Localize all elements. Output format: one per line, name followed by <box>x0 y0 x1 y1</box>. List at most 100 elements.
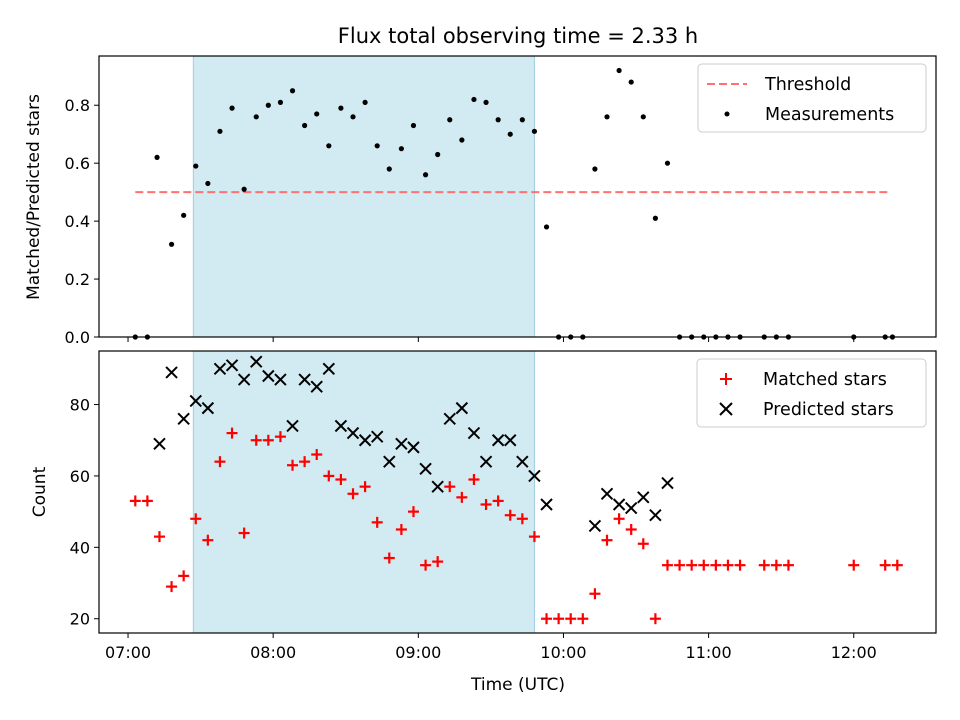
measurement-point <box>483 99 489 105</box>
measurement-point <box>154 154 160 160</box>
predicted-star-point <box>225 359 239 372</box>
x-tick-label: 12:00 <box>831 643 877 662</box>
matched-star-point <box>758 559 770 571</box>
y-tick-label: 40 <box>70 538 90 557</box>
measurement-point <box>543 224 550 230</box>
x-tick-label: 10:00 <box>540 643 586 662</box>
matched-star-point <box>299 456 311 468</box>
predicted-star-point <box>588 519 602 533</box>
matched-star-point <box>770 559 782 571</box>
y-tick-label: 0.8 <box>65 96 90 115</box>
measurements-legend-swatch <box>724 111 730 117</box>
bottom-legend-box <box>696 358 927 428</box>
predicted-star-point <box>165 366 178 379</box>
matched-star-point <box>649 613 661 625</box>
predicted-star-point <box>491 434 505 447</box>
chart-title: Flux total observing time = 2.33 h <box>338 24 698 48</box>
measurement-point <box>326 143 332 149</box>
predicted-star-point <box>383 455 396 468</box>
matched-star-point <box>238 527 250 539</box>
y-tick-label: 0.2 <box>65 270 90 289</box>
matched-star-point <box>141 495 153 507</box>
matched-star-point <box>553 613 565 625</box>
matched-star-point <box>710 559 722 571</box>
matched-star-point <box>359 481 371 493</box>
matched-star-point <box>577 613 589 625</box>
matched-star-point <box>601 534 613 546</box>
matched-star-point <box>444 481 456 493</box>
measurement-point <box>447 117 453 123</box>
matched-star-point <box>262 434 274 446</box>
measurement-point <box>229 105 235 111</box>
matched-star-point <box>661 559 673 571</box>
predicted-star-point <box>153 437 166 451</box>
measurement-point <box>241 186 247 192</box>
measurement-point <box>616 67 622 74</box>
matched-star-point <box>848 559 860 571</box>
matched-star-point <box>335 474 347 486</box>
predicted-star-point <box>395 437 408 451</box>
matched-star-point <box>589 588 601 600</box>
matched-star-point <box>625 523 637 535</box>
measurement-point <box>422 172 429 178</box>
top-shaded-span <box>192 55 535 338</box>
matched-star-point <box>407 506 419 518</box>
measurement-point <box>265 102 271 108</box>
matched-star-point <box>516 513 528 525</box>
measurement-point <box>652 215 658 221</box>
top-panel: 0.00.20.40.60.8 Matched/Predicted stars … <box>24 55 937 347</box>
measurement-point <box>338 105 344 111</box>
predicted-star-point <box>624 501 638 515</box>
predicted-star-point <box>286 419 299 433</box>
predicted-star-point <box>177 412 190 426</box>
matched-star-point <box>347 488 359 500</box>
matched-star-point <box>541 613 553 625</box>
matched-star-point <box>565 613 577 625</box>
bottom-y-axis-label: Count <box>30 466 50 517</box>
matched-star-point <box>432 556 444 568</box>
matched-star-point <box>637 538 649 550</box>
predicted-star-point <box>600 487 614 500</box>
matched-star-point <box>420 559 432 571</box>
predicted-star-point <box>455 401 469 415</box>
matched-star-point <box>468 474 480 486</box>
x-tick-label: 08:00 <box>250 643 296 662</box>
predicted-star-point <box>298 373 311 386</box>
matched-star-point <box>153 531 165 543</box>
y-tick-label: 60 <box>70 467 90 486</box>
predicted-star-point <box>479 455 493 468</box>
matched-star-point <box>734 559 746 571</box>
predicted-star-point <box>528 469 541 483</box>
matched-star-point <box>202 534 214 546</box>
matched-star-point <box>480 498 492 510</box>
matched-star-point <box>311 449 323 461</box>
matched-star-point <box>287 459 299 471</box>
predicted-star-point <box>346 426 360 440</box>
predicted-legend-swatch <box>719 402 733 416</box>
predicted-star-point <box>213 362 227 376</box>
x-tick-label: 09:00 <box>395 643 441 662</box>
threshold-legend-label: Threshold <box>764 75 851 95</box>
y-tick-label: 80 <box>70 396 90 415</box>
matched-star-point <box>613 513 625 525</box>
measurement-point <box>604 114 610 120</box>
measurement-point <box>193 163 199 169</box>
measurement-point <box>314 111 320 117</box>
matched-star-point <box>226 427 238 439</box>
measurement-point <box>386 166 392 172</box>
bottom-shaded-span <box>192 350 535 634</box>
measurement-point <box>664 160 671 166</box>
top-x-ticks <box>127 337 855 342</box>
measurements-legend-label: Measurements <box>765 105 894 125</box>
measurement-point <box>289 88 296 94</box>
predicted-star-point <box>250 355 263 368</box>
matched-star-point <box>686 559 698 571</box>
matched-legend-swatch <box>720 373 732 385</box>
y-tick-label: 20 <box>70 610 90 629</box>
predicted-star-point <box>443 412 456 426</box>
bottom-x-ticks: 07:00 08:00 09:00 10:00 11:00 12:00 <box>105 633 877 662</box>
x-axis-label: Time (UTC) <box>470 675 565 695</box>
matched-star-point <box>371 516 383 528</box>
measurement-point <box>519 117 525 123</box>
top-legend-box <box>697 63 927 133</box>
